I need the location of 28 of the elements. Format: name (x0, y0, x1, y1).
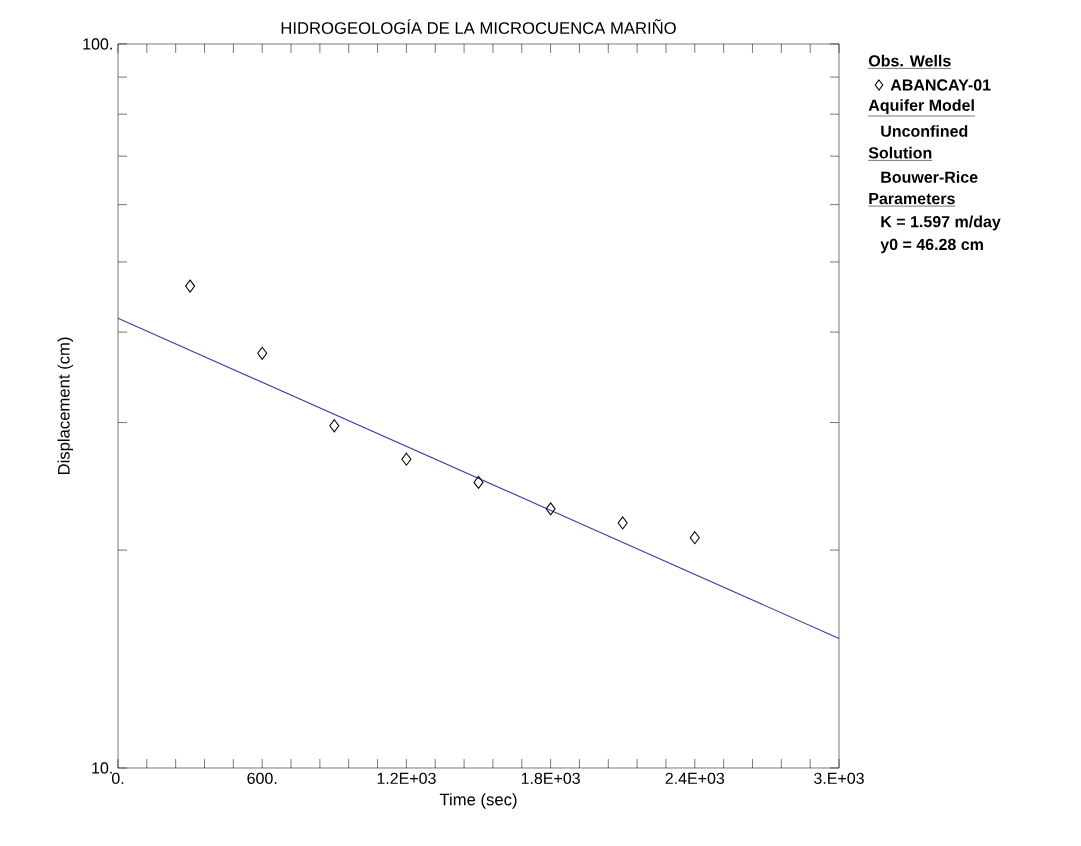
text: K = 1.597 m/day (881, 215, 1001, 231)
x-tick-label: 2.4E+03 (665, 772, 725, 785)
legend-title: Obs. Wells (868, 54, 951, 67)
point (545, 502, 556, 516)
text: Aquifer Model (868, 99, 974, 115)
point (617, 516, 628, 530)
x-tick-label: 1.2E+03 (377, 772, 436, 785)
text: Bouwer-Rice (881, 171, 978, 183)
point (401, 452, 412, 466)
text: Parameters (869, 193, 955, 205)
y-axis-title: Displacement (cm) (57, 337, 73, 475)
x-tick-label: 600. (247, 772, 277, 785)
point (257, 346, 268, 360)
x-tick-label: 1.8E+03 (521, 772, 580, 785)
point (473, 475, 484, 489)
point (185, 279, 196, 293)
x-tick-label: 0. (111, 772, 124, 785)
text: Unconfined (881, 125, 968, 137)
chart-title: HIDROGEOLOGÍA DE LA MICROCUENCA MARIÑO (281, 19, 676, 34)
point (329, 419, 340, 433)
point (689, 531, 700, 545)
legend-label: ABANCAY-01 (890, 79, 991, 91)
y-tick-label: 100. (83, 38, 112, 50)
y-tick-label: 10. (92, 762, 112, 774)
x-axis-title: Time (sec) (439, 793, 517, 809)
text: Solution (868, 146, 932, 159)
text: y0 = 46.28 cm (880, 238, 983, 254)
x-tick-label: 3.E+03 (814, 772, 864, 785)
